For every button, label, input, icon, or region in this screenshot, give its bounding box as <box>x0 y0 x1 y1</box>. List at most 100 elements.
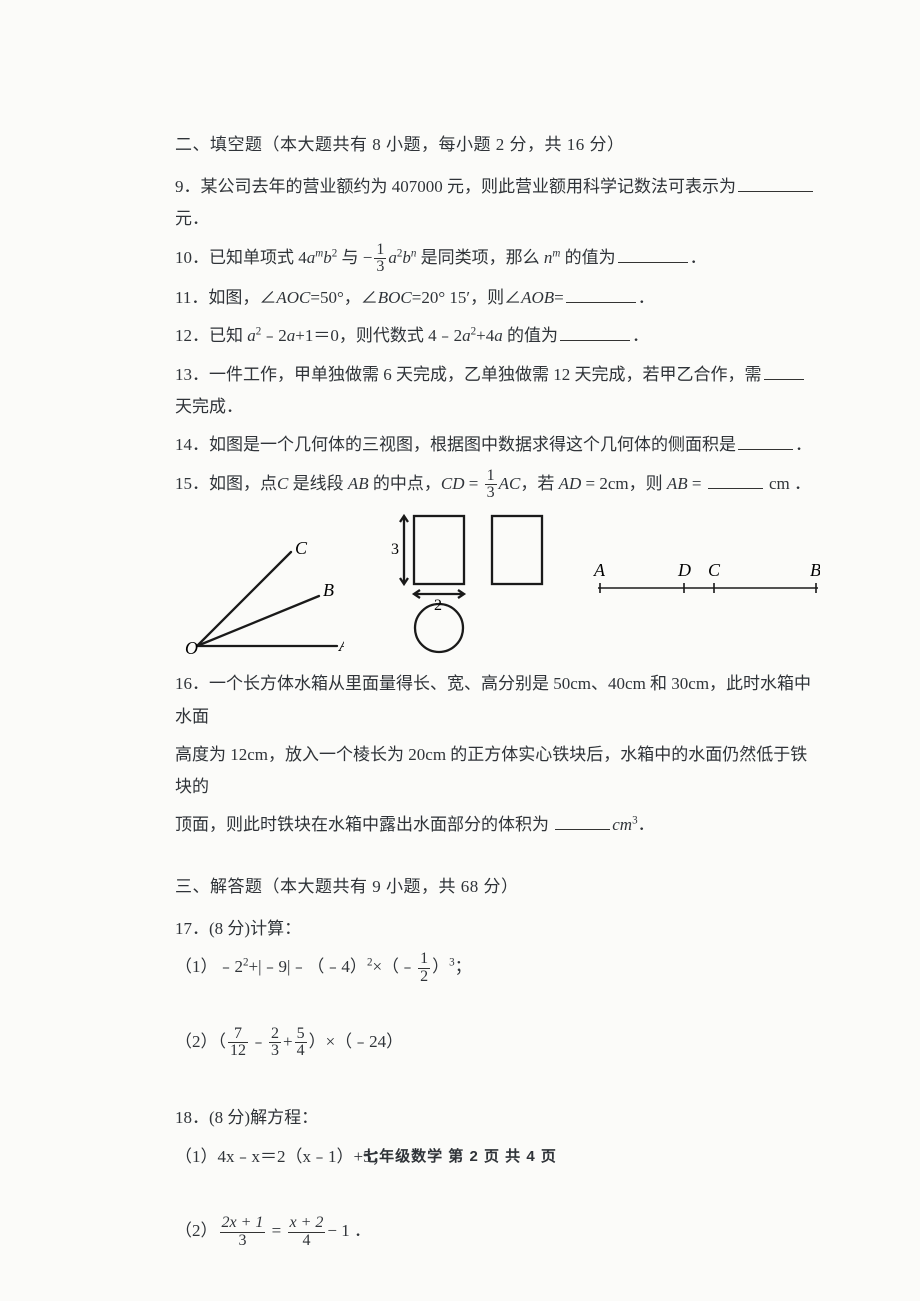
q15-e2m: = <box>581 474 599 493</box>
q12-tail: ． <box>632 326 649 345</box>
q11-t3: =20° 15′，则∠ <box>412 288 521 307</box>
q17: 17．(8 分)计算： <box>175 913 820 945</box>
q9-text-b: 元． <box>175 209 209 228</box>
q17-1-t4: ） <box>432 957 449 976</box>
label-C: C <box>295 538 308 558</box>
q10-sign: − <box>363 248 373 267</box>
q9-blank <box>738 176 813 192</box>
q17-1-lead: （1） <box>175 957 218 976</box>
spacer-3 <box>175 1066 820 1096</box>
q18-title: 解方程： <box>250 1108 318 1127</box>
q18-2-lead: （2） <box>175 1221 218 1240</box>
q18: 18．(8 分)解方程： <box>175 1102 820 1134</box>
q18-2-mid: = <box>267 1221 285 1240</box>
q12-ed: a <box>494 326 503 345</box>
q10-a: 已知单项式 <box>209 248 298 267</box>
q15-eqr: AC <box>499 474 521 493</box>
q13: 13．一件工作，甲单独做需 6 天完成，乙单独做需 12 天完成，若甲乙合作，需… <box>175 359 820 424</box>
q17-2-f2: 23 <box>269 1026 281 1061</box>
q10-coef: 4 <box>298 248 307 267</box>
q15-c: C <box>277 474 288 493</box>
q16-blank <box>555 814 610 830</box>
q17-1-tail: ； <box>455 957 472 976</box>
q11-t2: =50°，∠ <box>310 288 377 307</box>
q13-b: 天完成． <box>175 397 243 416</box>
q11-a: 如图，∠ <box>208 288 276 307</box>
section3-header: 三、解答题（本大题共有 9 小题，共 68 分） <box>175 872 820 897</box>
q16-l1: 16．一个长方体水箱从里面量得长、宽、高分别是 50cm、40cm 和 30cm… <box>175 668 820 733</box>
q16-l2: 高度为 12cm，放入一个棱长为 20cm 的正方体实心铁块后，水箱中的水面仍然… <box>175 739 820 804</box>
q12-blank <box>560 325 630 341</box>
q15-frac: 13 <box>485 468 497 503</box>
q14-tail: ． <box>795 435 812 454</box>
q17-1-fd: 2 <box>418 968 430 986</box>
q10-e1v1: a <box>307 248 316 267</box>
label-B: B <box>323 580 334 600</box>
q10-tail: ． <box>690 248 707 267</box>
q10-fn: 1 <box>374 242 386 259</box>
q15-eqm: = <box>465 474 483 493</box>
q18-num: 18． <box>175 1108 209 1127</box>
q17-num: 17． <box>175 919 209 938</box>
q15-t3: 的中点， <box>369 474 441 493</box>
q16-num: 16． <box>175 674 209 693</box>
q15-t5: ，则 <box>629 474 667 493</box>
q14-num: 14． <box>175 435 209 454</box>
q17-2-f3d: 4 <box>295 1042 307 1060</box>
q11-a1: AOC <box>276 288 310 307</box>
q10-fd: 3 <box>374 258 386 276</box>
dim-h: 3 <box>391 541 399 558</box>
q17-2-f2n: 2 <box>269 1026 281 1043</box>
q17-2-f3: 54 <box>295 1026 307 1061</box>
q13-a: 一件工作，甲单独做需 6 天完成，乙单独做需 12 天完成，若甲乙合作，需 <box>209 365 762 384</box>
q11-a2: BOC <box>378 288 412 307</box>
label-O: O <box>185 638 198 658</box>
q17-pts: (8 分) <box>209 919 250 938</box>
q17-2-f3n: 5 <box>295 1026 307 1043</box>
q12-t4: +4 <box>476 326 494 345</box>
spacer-2 <box>175 992 820 1020</box>
q17-2-f2d: 3 <box>269 1042 281 1060</box>
figure-angle: O A B C <box>179 538 344 658</box>
q18-2-f1d: 3 <box>220 1232 266 1250</box>
q14-blank <box>738 434 793 450</box>
q10-e2v2: b <box>402 248 411 267</box>
q14-a: 如图是一个几何体的三视图，根据图中数据求得这个几何体的侧面积是 <box>209 435 736 454</box>
q12-t2: ﹣2 <box>261 326 287 345</box>
q17-1-t3: ×（﹣ <box>372 957 416 976</box>
q9: 9．某公司去年的营业额约为 407000 元，则此营业额用科学记数法可表示为元． <box>175 171 820 236</box>
q10-frac: 13 <box>374 242 386 277</box>
q18-2: （2）2x + 13 = x + 24− 1 ． <box>175 1215 820 1250</box>
q10-blank <box>618 247 688 263</box>
q17-1: （1）﹣22+|﹣9|﹣（﹣4）2×（﹣12）3； <box>175 951 820 986</box>
label-A: A <box>338 635 344 655</box>
q17-1-t2: +|﹣9|﹣（﹣4） <box>249 957 367 976</box>
q10-num: 10． <box>175 248 209 267</box>
q17-2-op1: ﹣ <box>250 1032 267 1051</box>
q14: 14．如图是一个几何体的三视图，根据图中数据求得这个几何体的侧面积是 ． <box>175 429 820 461</box>
q12-eb: a <box>287 326 296 345</box>
q9-num: 9． <box>175 177 201 196</box>
q12-a: 已知 <box>209 326 247 345</box>
q13-blank <box>764 363 804 379</box>
seg-C: C <box>708 560 721 580</box>
q10-b: 与 <box>337 248 363 267</box>
q17-2-lead: （2）（ <box>175 1032 226 1051</box>
q11-blank <box>566 287 636 303</box>
q12-ea: a <box>247 326 256 345</box>
q12-t3: +1＝0，则代数式 4﹣2 <box>295 326 462 345</box>
q15-e3m: = <box>688 474 706 493</box>
q17-1-fn: 1 <box>418 951 430 968</box>
section2-header: 二、填空题（本大题共有 8 小题，每小题 2 分，共 16 分） <box>175 130 820 155</box>
q17-title: 计算： <box>250 919 301 938</box>
q16-tail: ． <box>638 815 655 834</box>
q17-2-t1: ）×（﹣24） <box>309 1032 404 1051</box>
q18-2-f1n: 2x + 1 <box>222 1214 264 1231</box>
q15-t4: ，若 <box>520 474 558 493</box>
q16-unit: cm <box>612 815 632 834</box>
q17-2-f1n: 7 <box>228 1026 248 1043</box>
q18-2-t1: − 1 ． <box>327 1221 371 1240</box>
q17-2-f1: 712 <box>228 1026 248 1061</box>
q15-blank <box>708 473 763 489</box>
q12-ec: a <box>462 326 471 345</box>
